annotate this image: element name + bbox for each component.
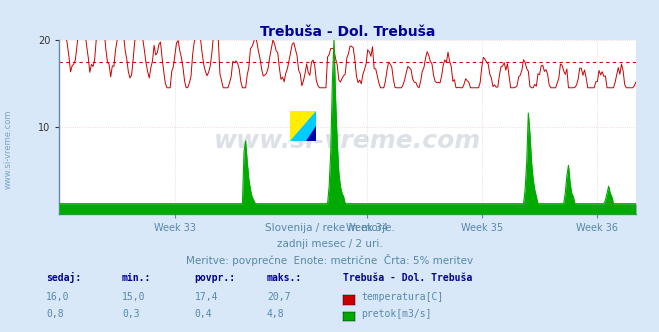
Text: min.:: min.: [122,273,152,283]
Text: Meritve: povprečne  Enote: metrične  Črta: 5% meritev: Meritve: povprečne Enote: metrične Črta:… [186,254,473,266]
Text: povpr.:: povpr.: [194,273,235,283]
Text: maks.:: maks.: [267,273,302,283]
Text: www.si-vreme.com: www.si-vreme.com [214,129,481,153]
Text: 4,8: 4,8 [267,309,285,319]
Polygon shape [306,126,316,141]
Text: temperatura[C]: temperatura[C] [361,292,444,302]
Text: www.si-vreme.com: www.si-vreme.com [3,110,13,189]
Text: pretok[m3/s]: pretok[m3/s] [361,309,432,319]
Text: 0,3: 0,3 [122,309,140,319]
Text: 16,0: 16,0 [46,292,70,302]
Text: zadnji mesec / 2 uri.: zadnji mesec / 2 uri. [277,239,382,249]
Polygon shape [290,111,316,141]
Text: Slovenija / reke in morje.: Slovenija / reke in morje. [264,223,395,233]
Text: 17,4: 17,4 [194,292,218,302]
Text: 20,7: 20,7 [267,292,291,302]
Polygon shape [290,111,316,141]
Text: sedaj:: sedaj: [46,272,81,283]
Text: 15,0: 15,0 [122,292,146,302]
Text: Trebuša - Dol. Trebuša: Trebuša - Dol. Trebuša [343,273,472,283]
Text: 0,4: 0,4 [194,309,212,319]
Title: Trebuša - Dol. Trebuša: Trebuša - Dol. Trebuša [260,25,436,39]
Text: 0,8: 0,8 [46,309,64,319]
